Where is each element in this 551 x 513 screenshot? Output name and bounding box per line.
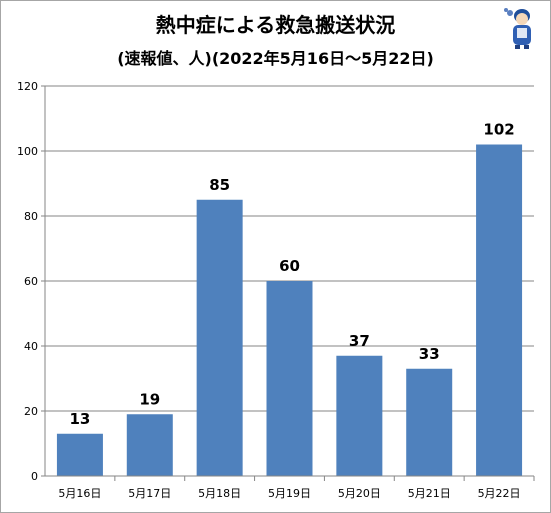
x-tick-label: 5月21日 xyxy=(408,487,451,500)
y-tick-label: 40 xyxy=(24,340,38,353)
x-tick-label: 5月20日 xyxy=(338,487,381,500)
y-tick-label: 20 xyxy=(24,405,38,418)
y-tick-label: 120 xyxy=(17,80,38,93)
data-label: 19 xyxy=(139,390,160,408)
x-tick-label: 5月17日 xyxy=(128,487,171,500)
axes: 0 20 40 60 80 100 120 5月16日 5月17日 5月18日 5月19日 5月20日… xyxy=(17,80,535,500)
y-tick-label: 100 xyxy=(17,145,38,158)
data-labels: 13 19 85 60 37 33 102 xyxy=(69,121,514,428)
bar xyxy=(56,433,103,476)
chart-title: 熱中症による救急搬送状況 xyxy=(155,13,396,37)
bar xyxy=(266,281,313,476)
y-tick-label: 60 xyxy=(24,275,38,288)
mascot-logo xyxy=(504,8,531,49)
bar xyxy=(196,199,243,476)
data-label: 102 xyxy=(483,121,514,139)
x-tick-label: 5月18日 xyxy=(198,487,241,500)
data-label: 60 xyxy=(279,257,300,275)
data-label: 13 xyxy=(69,410,90,428)
bar xyxy=(406,368,453,476)
bar xyxy=(336,355,383,476)
chart-subtitle: (速報値、人)(2022年5月16日～5月22日) xyxy=(117,49,434,68)
data-label: 85 xyxy=(209,176,230,194)
bar xyxy=(126,414,173,476)
y-tick-label: 0 xyxy=(31,470,38,483)
x-tick-label: 5月16日 xyxy=(58,487,101,500)
x-tick-label: 5月19日 xyxy=(268,487,311,500)
bars xyxy=(56,144,523,476)
data-label: 33 xyxy=(419,345,440,363)
bar xyxy=(476,144,523,476)
data-label: 37 xyxy=(349,332,370,350)
y-tick-label: 80 xyxy=(24,210,38,223)
x-tick-label: 5月22日 xyxy=(478,487,521,500)
